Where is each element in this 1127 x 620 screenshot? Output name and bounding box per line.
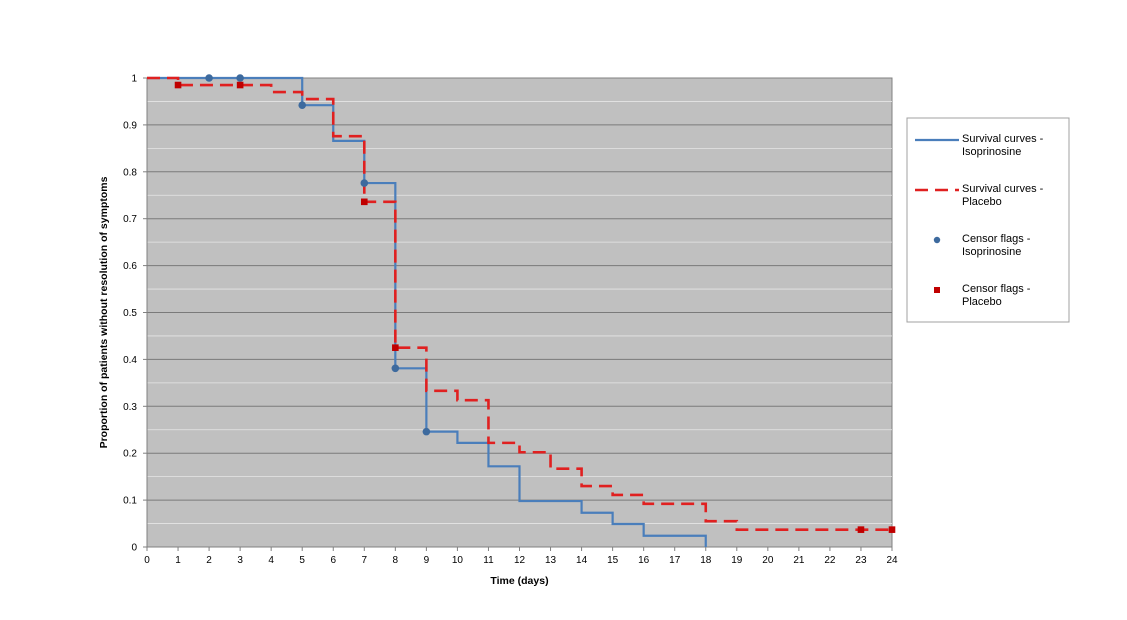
y-tick-label: 0.8 — [123, 167, 137, 178]
x-tick-label: 22 — [824, 555, 836, 566]
series-layer — [147, 76, 892, 547]
x-tick-label: 24 — [886, 555, 898, 566]
x-axis-title: Time (days) — [490, 575, 548, 587]
censor-point-placebo — [888, 526, 896, 533]
series-line-1 — [147, 76, 892, 531]
x-tick-label: 8 — [393, 555, 399, 566]
x-tick-label: 2 — [206, 555, 212, 566]
y-tick-label: 0.3 — [123, 402, 137, 413]
x-tick-label: 9 — [424, 555, 430, 566]
x-tick-label: 13 — [545, 555, 557, 566]
x-tick-label: 0 — [144, 555, 150, 566]
legend-swatch-3 — [934, 287, 940, 293]
y-tick-label: 0.6 — [123, 261, 137, 272]
x-tick-label: 4 — [268, 555, 274, 566]
censor-point-isoprinosine — [391, 364, 400, 373]
gridlines — [147, 101, 892, 524]
x-tick-label: 11 — [483, 555, 494, 566]
legend: Survival curves -Isoprinosine Survival cu… — [906, 117, 1070, 323]
y-tick-label: 0.1 — [123, 496, 137, 507]
censor-markers — [174, 74, 896, 533]
censor-point-placebo — [174, 81, 182, 89]
censor-point-isoprinosine — [205, 74, 213, 82]
censor-point-placebo — [236, 81, 244, 89]
y-tick-label: 0.2 — [123, 449, 137, 460]
legend-label-2: Censor flags -Isoprinosine — [962, 233, 1031, 258]
y-tick-label: 0.5 — [123, 308, 137, 319]
y-tick-label: 0.9 — [123, 120, 137, 131]
x-tick-label: 21 — [793, 555, 805, 566]
x-tick-label: 12 — [514, 555, 526, 566]
x-tick-label: 17 — [669, 555, 681, 566]
legend-label-0: Survival curves -Isoprinosine — [962, 133, 1044, 158]
x-tick-label: 10 — [452, 555, 464, 566]
censor-point-isoprinosine — [422, 427, 431, 436]
x-tick-label: 6 — [330, 555, 336, 566]
series-line-0 — [147, 76, 707, 547]
censor-point-isoprinosine — [360, 179, 369, 187]
x-tick-label: 19 — [731, 555, 743, 566]
legend-label-1: Survival curves -Placebo — [962, 183, 1044, 208]
legend-swatch-2 — [933, 236, 941, 244]
x-tick-label: 5 — [299, 555, 305, 566]
x-tick-label: 7 — [362, 555, 368, 566]
tick-labels: 0 1 2 3 4 5 6 7 8 9 10 11 12 13 14 15 16 17 18 19 20 21 22 23 24… — [123, 74, 898, 567]
x-tick-label: 3 — [237, 555, 243, 566]
x-tick-label: 20 — [762, 555, 774, 566]
y-tick-label: 1 — [131, 74, 137, 85]
y-tick-label: 0.4 — [123, 355, 137, 366]
x-tick-label: 15 — [607, 555, 619, 566]
censor-point-placebo — [360, 198, 368, 206]
censor-point-isoprinosine — [236, 74, 244, 82]
y-tick-label: 0.7 — [123, 214, 137, 225]
x-tick-label: 14 — [576, 555, 588, 566]
x-tick-label: 1 — [175, 555, 181, 566]
legend-label-3: Censor flags -Placebo — [962, 283, 1031, 308]
censor-point-placebo — [392, 344, 399, 351]
x-tick-label: 23 — [855, 555, 867, 566]
x-tick-label: 16 — [638, 555, 650, 566]
x-tick-label: 18 — [700, 555, 712, 566]
censor-point-placebo — [857, 526, 865, 533]
y-tick-label: 0 — [131, 543, 137, 554]
y-axis-title: Proportion of patients without resolutio… — [98, 176, 110, 448]
censor-point-isoprinosine — [298, 101, 307, 110]
